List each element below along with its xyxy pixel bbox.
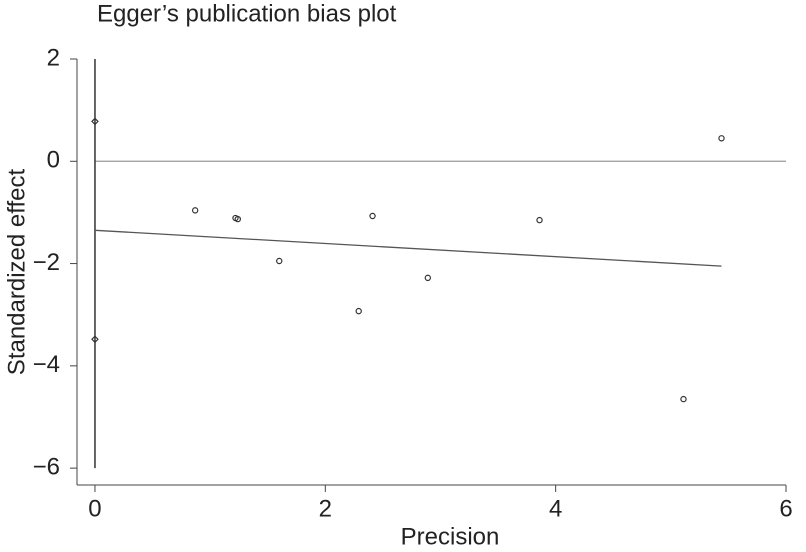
y-tick-label: −2 bbox=[33, 249, 60, 276]
point bbox=[234, 215, 241, 223]
point bbox=[718, 135, 725, 142]
point bbox=[424, 274, 432, 282]
y-axis-label: Standardized effect bbox=[3, 168, 30, 375]
chart-title: Egger’s publication bias plot bbox=[97, 0, 397, 27]
point bbox=[536, 216, 543, 224]
y-tick-label: −4 bbox=[33, 351, 60, 378]
point bbox=[191, 207, 199, 214]
y-tick-label: 2 bbox=[47, 44, 60, 71]
point bbox=[369, 212, 376, 220]
x-axis-label: Precision bbox=[401, 523, 500, 550]
intercept-point bbox=[91, 117, 99, 126]
x-tick-label: 6 bbox=[779, 495, 792, 522]
x-tick-label: 0 bbox=[88, 495, 101, 522]
point bbox=[680, 395, 687, 403]
intercept-point bbox=[91, 335, 99, 344]
x-tick-label: 4 bbox=[549, 495, 562, 522]
y-tick-label: 0 bbox=[47, 147, 60, 174]
x-tick-label: 2 bbox=[319, 495, 332, 522]
point bbox=[276, 257, 283, 265]
fit-line bbox=[94, 229, 722, 267]
y-tick-label: −6 bbox=[33, 453, 60, 480]
point bbox=[355, 307, 362, 315]
